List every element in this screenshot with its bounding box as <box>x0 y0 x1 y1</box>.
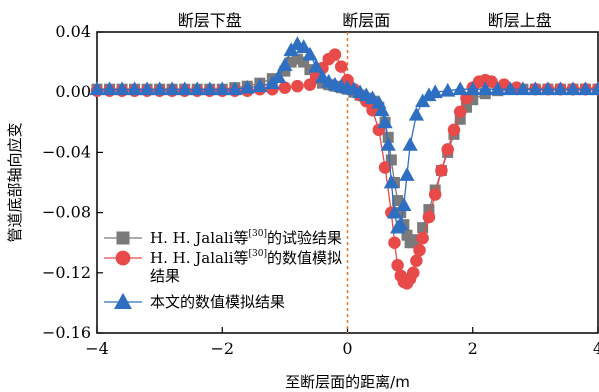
data-point <box>227 81 243 96</box>
data-point <box>393 216 409 231</box>
data-point <box>427 84 443 99</box>
x-tick-label: 0 <box>342 339 352 358</box>
data-point <box>152 81 168 96</box>
data-point <box>383 174 399 189</box>
data-point <box>422 210 436 224</box>
data-point <box>278 81 292 94</box>
data-point <box>402 137 418 151</box>
data-point <box>334 60 348 73</box>
data-point <box>590 81 599 96</box>
y-tick-label: −0.16 <box>42 323 91 342</box>
legend-label: 本文的数值模拟结果 <box>150 293 285 311</box>
data-point <box>296 39 312 53</box>
data-point <box>114 292 132 309</box>
data-point <box>447 123 461 137</box>
data-point <box>410 254 423 268</box>
data-point <box>440 82 456 97</box>
data-point <box>408 106 424 121</box>
data-point <box>291 79 304 93</box>
x-tick-label: −4 <box>85 339 109 358</box>
data-point <box>116 231 130 245</box>
data-point <box>202 81 218 96</box>
legend-entry: 本文的数值模拟结果 <box>104 292 285 311</box>
data-point <box>413 243 426 257</box>
data-point <box>399 167 415 181</box>
data-point <box>485 75 498 88</box>
data-point <box>380 137 396 151</box>
data-point <box>277 57 293 72</box>
legend-entry: H. H. Jalali等[30]的数值模拟结果 <box>104 249 342 285</box>
data-point <box>114 81 130 96</box>
region-label: 断层面 <box>342 11 390 30</box>
data-point <box>377 114 393 129</box>
data-point <box>460 91 473 105</box>
data-point <box>477 81 493 96</box>
y-tick-label: 0.04 <box>55 22 91 41</box>
region-label: 断层上盘 <box>488 11 552 30</box>
y-tick-label: 0.00 <box>55 82 91 101</box>
data-point <box>126 81 143 96</box>
series-triangle <box>89 36 599 234</box>
data-point <box>239 79 255 94</box>
legend-label: H. H. Jalali等[30]的数值模拟 <box>150 249 342 267</box>
data-point <box>164 81 180 96</box>
data-point <box>177 81 193 96</box>
data-point <box>328 48 342 61</box>
data-point <box>374 102 390 117</box>
data-point <box>271 69 287 84</box>
data-point <box>453 105 467 119</box>
data-point <box>385 154 397 166</box>
data-point <box>435 164 448 177</box>
data-point <box>391 259 404 272</box>
y-tick-label: −0.04 <box>42 142 91 161</box>
y-axis-title: 管道底部轴向应变 <box>6 122 24 242</box>
data-point <box>515 81 531 96</box>
data-point <box>441 143 454 156</box>
data-point <box>214 81 230 96</box>
data-point <box>452 81 468 96</box>
data-point <box>428 188 442 201</box>
data-point <box>115 250 131 266</box>
data-point <box>386 204 403 219</box>
data-point <box>490 81 506 96</box>
series-layer <box>89 36 599 290</box>
data-point <box>396 197 412 211</box>
data-point <box>540 81 556 96</box>
data-point <box>577 81 594 96</box>
data-point <box>308 58 324 73</box>
data-point <box>89 81 105 96</box>
legend: H. H. Jalali等[30]的试验结果 H. H. Jalali等[30]的… <box>104 229 342 311</box>
data-point <box>189 81 205 96</box>
data-point <box>502 81 518 96</box>
x-tick-label: 2 <box>468 339 478 358</box>
legend-label-cont: 结果 <box>150 267 180 285</box>
legend-entry: H. H. Jalali等[30]的试验结果 <box>104 229 342 247</box>
y-tick-label: −0.08 <box>42 203 91 222</box>
legend-label: H. H. Jalali等[30]的试验结果 <box>150 229 342 247</box>
data-point <box>565 81 581 96</box>
x-tick-label: 4 <box>593 339 599 358</box>
data-point <box>407 266 420 280</box>
y-tick-label: −0.12 <box>42 263 91 282</box>
x-tick-label: −2 <box>210 339 234 358</box>
data-point <box>552 81 569 96</box>
data-point <box>298 56 310 68</box>
data-point <box>252 78 268 93</box>
data-point <box>527 81 543 96</box>
data-point <box>302 46 318 61</box>
data-point <box>378 161 392 174</box>
region-labels: 断层下盘 断层面 断层上盘 <box>178 11 552 30</box>
data-point <box>101 81 118 96</box>
data-point <box>388 236 401 249</box>
data-point <box>139 81 155 96</box>
tick-layer: −4 −2 0 2 4 0.04 0.00 −0.04 −0.08 −0.12 −0.16 <box>42 22 599 358</box>
x-axis-title: 至断层面的距离/m <box>285 373 410 391</box>
region-label: 断层下盘 <box>178 11 242 30</box>
data-point <box>416 231 429 245</box>
data-point <box>465 81 481 96</box>
